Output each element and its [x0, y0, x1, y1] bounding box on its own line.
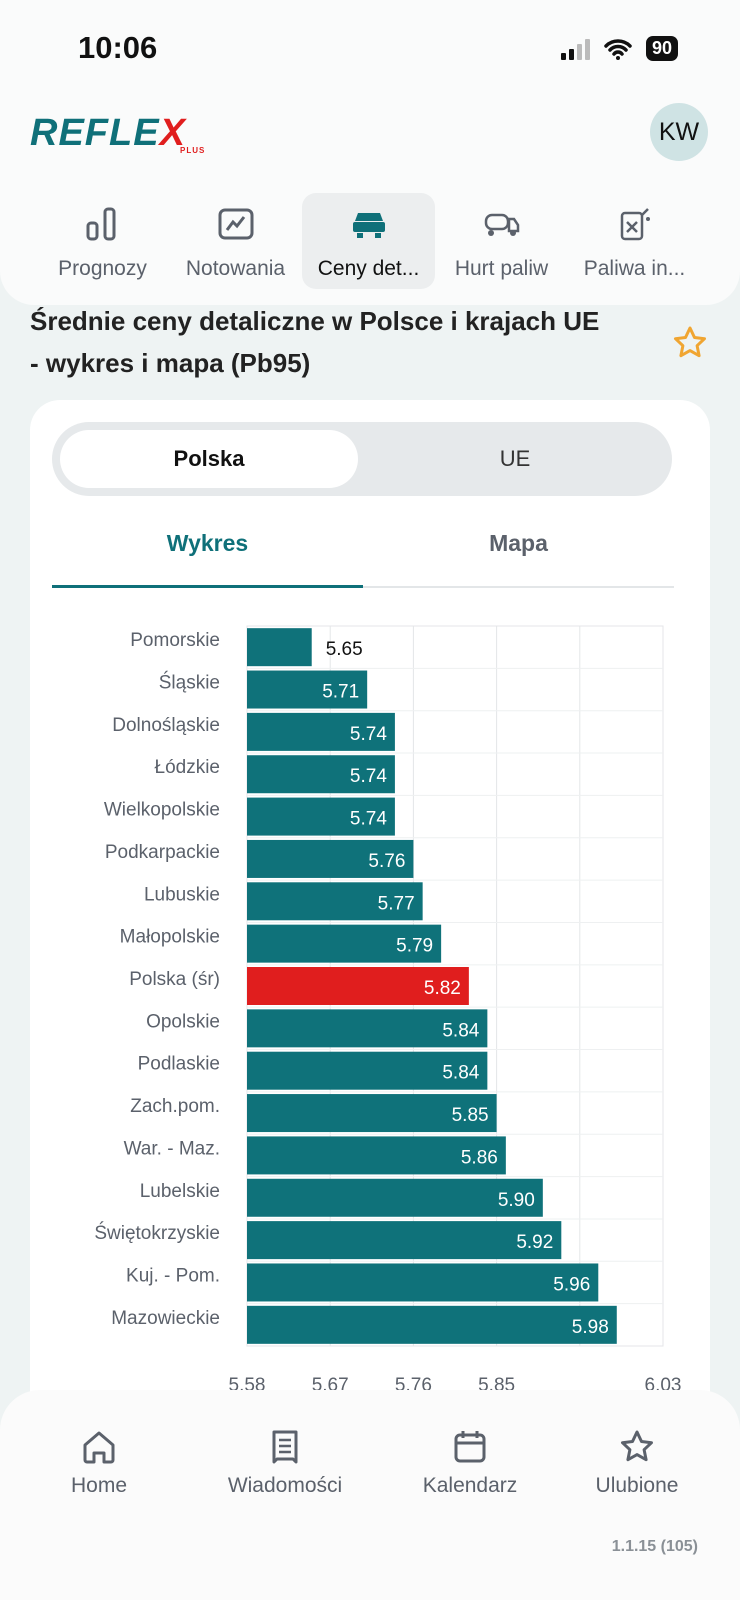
value-label: 5.65 — [326, 639, 363, 660]
value-label: 5.79 — [396, 936, 433, 957]
bar — [247, 882, 423, 921]
bar — [247, 1009, 488, 1048]
category-label: Lubuskie — [144, 884, 220, 905]
tab-ceny-detaliczne[interactable]: Ceny det... — [302, 193, 435, 289]
car-icon — [352, 213, 385, 238]
signal-icon — [560, 38, 590, 60]
category-label: Łódzkie — [155, 757, 221, 778]
bar — [247, 670, 368, 709]
segment-polska[interactable]: Polska — [60, 430, 358, 488]
category-label: Polska (śr) — [129, 969, 220, 990]
bar — [247, 797, 395, 836]
category-label: Śląskie — [159, 672, 220, 694]
battery-indicator: 90 — [645, 36, 678, 61]
bar — [247, 839, 414, 878]
tab-prognozy[interactable]: Prognozy — [36, 193, 169, 289]
nav-home[interactable]: Home — [14, 1428, 184, 1498]
bottom-nav: Home Wiadomości Kalendarz Ulubione 1.1.1… — [0, 1390, 740, 1600]
category-label: Kuj. - Pom. — [126, 1265, 220, 1286]
bar — [247, 924, 442, 963]
category-label: Podlaskie — [138, 1054, 220, 1075]
header: 10:06 90 REFLEX PLUS KW Prognozy Notowani… — [0, 0, 740, 305]
category-label: Podkarpackie — [105, 842, 220, 863]
category-label: Pomorskie — [130, 630, 220, 651]
value-label: 5.77 — [378, 893, 415, 914]
nav-kalendarz[interactable]: Kalendarz — [385, 1428, 555, 1498]
bar — [247, 1178, 543, 1217]
value-label: 5.96 — [553, 1274, 590, 1295]
segment-ue[interactable]: UE — [499, 446, 531, 471]
value-label: 5.84 — [442, 1063, 479, 1084]
category-label: War. - Maz. — [124, 1138, 220, 1159]
calendar-icon — [454, 1431, 486, 1463]
value-label: 5.74 — [350, 766, 387, 787]
news-icon — [272, 1430, 298, 1464]
value-label: 5.76 — [368, 851, 405, 872]
nav-ulubione[interactable]: Ulubione — [552, 1428, 722, 1498]
bar — [247, 712, 395, 751]
bar — [247, 1263, 599, 1302]
view-tabs: Wykres Mapa — [52, 530, 674, 588]
value-label: 5.92 — [516, 1232, 553, 1253]
app-version: 1.1.15 (105) — [611, 1538, 698, 1555]
bar — [247, 628, 312, 667]
category-label: Mazowieckie — [111, 1308, 220, 1329]
status-icons: 90 — [560, 36, 678, 61]
reflex-logo[interactable]: REFLEX PLUS — [30, 112, 206, 155]
page-title: Średnie ceny detaliczne w Polsce i kraja… — [30, 306, 600, 378]
tab-hurt-paliw[interactable]: Hurt paliw — [435, 193, 568, 289]
bar-chart-icon — [86, 207, 115, 241]
status-time: 10:06 — [78, 30, 158, 65]
wifi-icon — [604, 38, 632, 60]
category-label: Dolnośląskie — [112, 715, 220, 736]
tab-mapa[interactable]: Mapa — [489, 530, 548, 556]
line-chart-icon — [218, 208, 253, 240]
favorite-star-icon[interactable] — [672, 325, 708, 359]
value-label: 5.85 — [452, 1105, 489, 1126]
tanker-truck-icon — [484, 213, 519, 236]
category-label: Małopolskie — [120, 927, 220, 948]
bar — [247, 755, 395, 794]
bar — [247, 1221, 562, 1260]
value-label: 5.90 — [498, 1190, 535, 1211]
category-label: Wielkopolskie — [104, 800, 220, 821]
category-tabs: Prognozy Notowania Ceny det... Hurt pali… — [36, 193, 701, 289]
value-label: 5.74 — [350, 809, 387, 830]
value-label: 5.84 — [442, 1020, 479, 1041]
value-label: 5.74 — [350, 724, 387, 745]
value-label: 5.82 — [424, 978, 461, 999]
bar — [247, 1094, 497, 1133]
value-label: 5.86 — [461, 1147, 498, 1168]
bar-chart: Pomorskie 5.65 Śląskie 5.71 Dolnośląskie 5.74… — [94, 625, 681, 1396]
nav-wiadomosci[interactable]: Wiadomości — [200, 1428, 370, 1498]
bar — [247, 1305, 617, 1344]
category-label: Lubelskie — [140, 1181, 220, 1202]
home-icon — [83, 1431, 115, 1464]
value-label: 5.71 — [322, 682, 359, 703]
tab-notowania[interactable]: Notowania — [169, 193, 302, 289]
category-label: Zach.pom. — [130, 1096, 220, 1117]
tab-paliwa-inne[interactable]: Paliwa in... — [568, 193, 701, 289]
tab-wykres[interactable]: Wykres — [52, 530, 363, 588]
bar — [247, 1136, 506, 1175]
bar — [247, 967, 469, 1005]
region-segmented-control: Polska UE — [52, 422, 672, 496]
fuel-canister-icon — [620, 208, 650, 241]
bar — [247, 1051, 488, 1090]
avatar[interactable]: KW — [650, 103, 708, 161]
category-label: Opolskie — [146, 1011, 220, 1032]
value-label: 5.98 — [572, 1317, 609, 1338]
category-label: Świętokrzyskie — [94, 1222, 220, 1244]
star-icon — [621, 1430, 653, 1462]
